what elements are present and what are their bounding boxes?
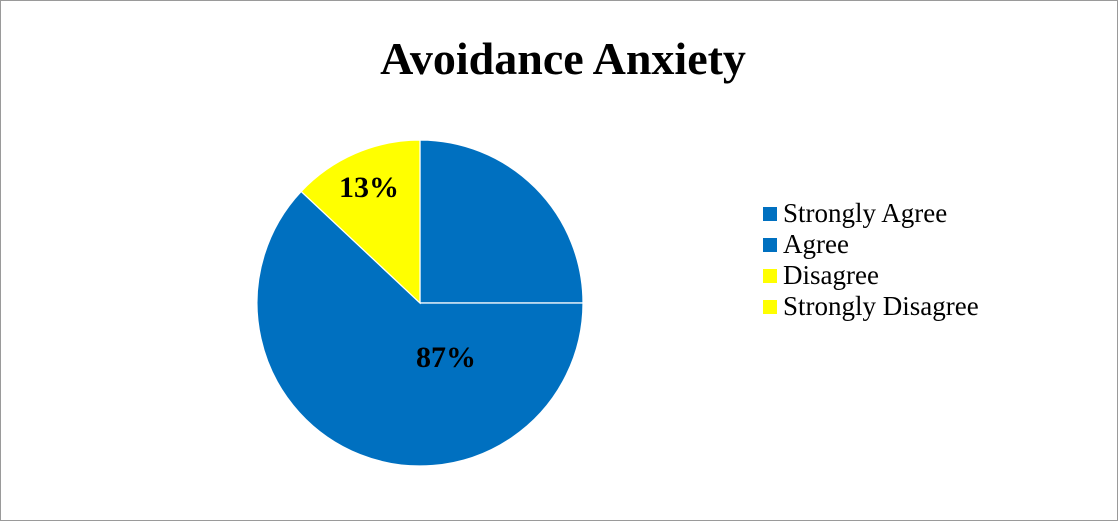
legend-swatch-strongly-disagree [763,300,777,314]
legend-swatch-disagree [763,269,777,283]
legend-label-strongly-agree: Strongly Agree [783,198,947,228]
pie-slices [256,139,584,467]
data-label-agree-total: 87% [416,341,476,374]
legend-label-disagree: Disagree [783,260,879,290]
pie-slice-disagree [300,139,421,305]
legend-label-strongly-disagree: Strongly Disagree [783,291,979,321]
chart-title: Avoidance Anxiety [380,33,746,84]
legend-swatch-strongly-agree [763,207,777,221]
pie-data-labels: 87% 13% [339,171,476,374]
pie-slice-agree [256,190,584,467]
pie-slice-strongly-agree [419,139,584,304]
legend-swatch-agree [763,238,777,252]
data-label-disagree-total: 13% [339,171,399,204]
legend-label-agree: Agree [783,229,849,259]
